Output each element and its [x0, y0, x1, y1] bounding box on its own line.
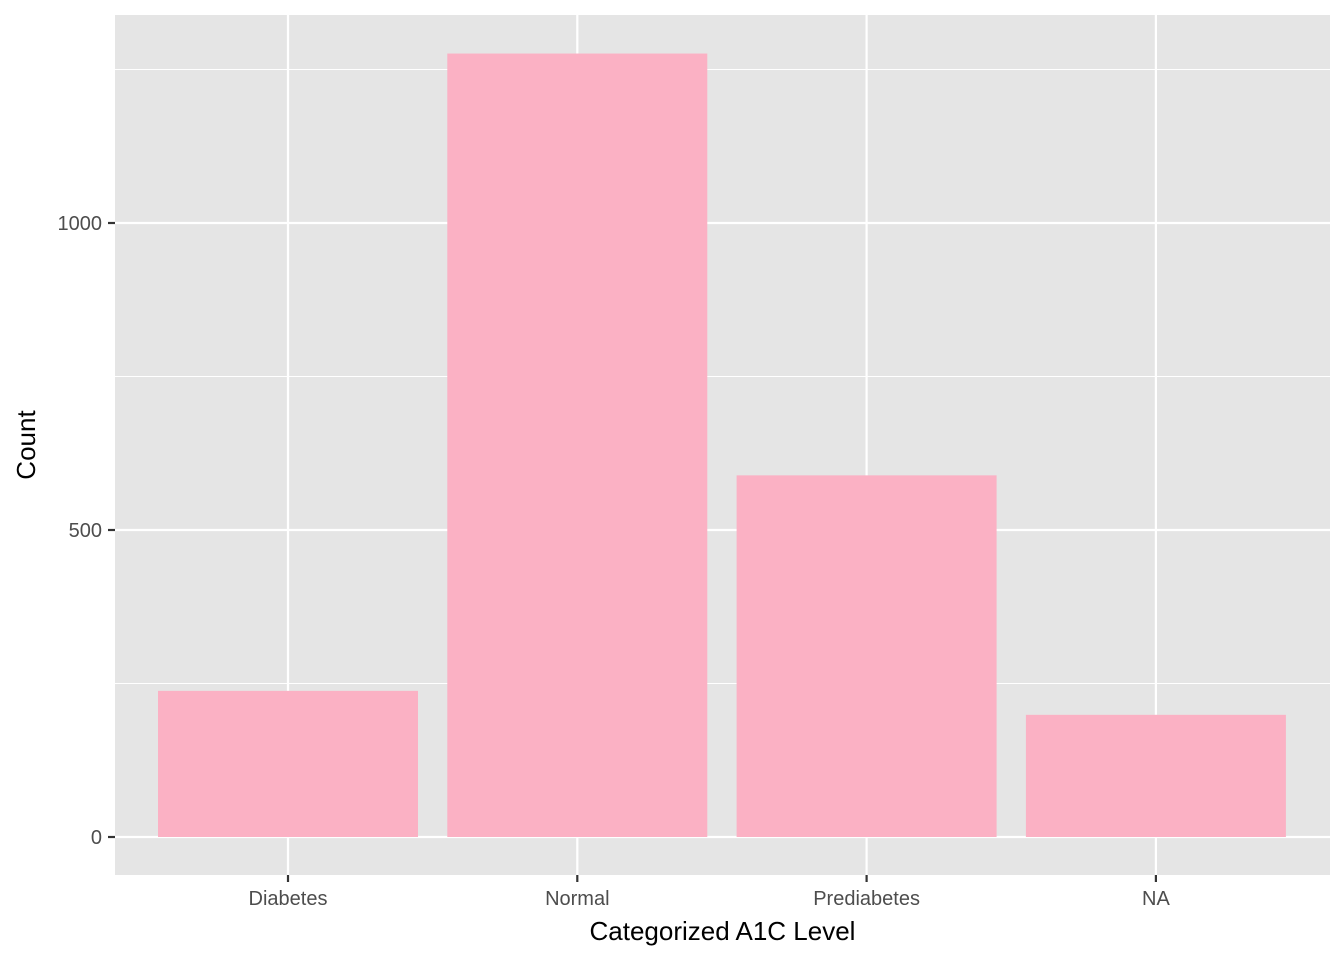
y-tick-label: 0 [91, 827, 102, 849]
x-tick-label: Normal [545, 888, 609, 910]
x-tick-label: Diabetes [249, 888, 328, 910]
bar-na [1025, 714, 1286, 837]
bar-normal [447, 53, 708, 837]
bar-prediabetes [736, 475, 997, 837]
bars [158, 53, 1286, 837]
x-tick-label: Prediabetes [813, 888, 920, 910]
y-tick-label: 500 [69, 520, 102, 542]
bar-diabetes [158, 690, 418, 837]
minor-gridlines [115, 68, 1330, 685]
x-axis-title: Categorized A1C Level [590, 916, 856, 946]
y-axis: 0 500 1000 [58, 213, 115, 849]
x-tick-label: NA [1142, 888, 1170, 910]
y-axis-title: Count [11, 410, 41, 480]
y-tick-label: 1000 [58, 213, 103, 235]
x-axis: Diabetes Normal Prediabetes NA [249, 875, 1170, 910]
